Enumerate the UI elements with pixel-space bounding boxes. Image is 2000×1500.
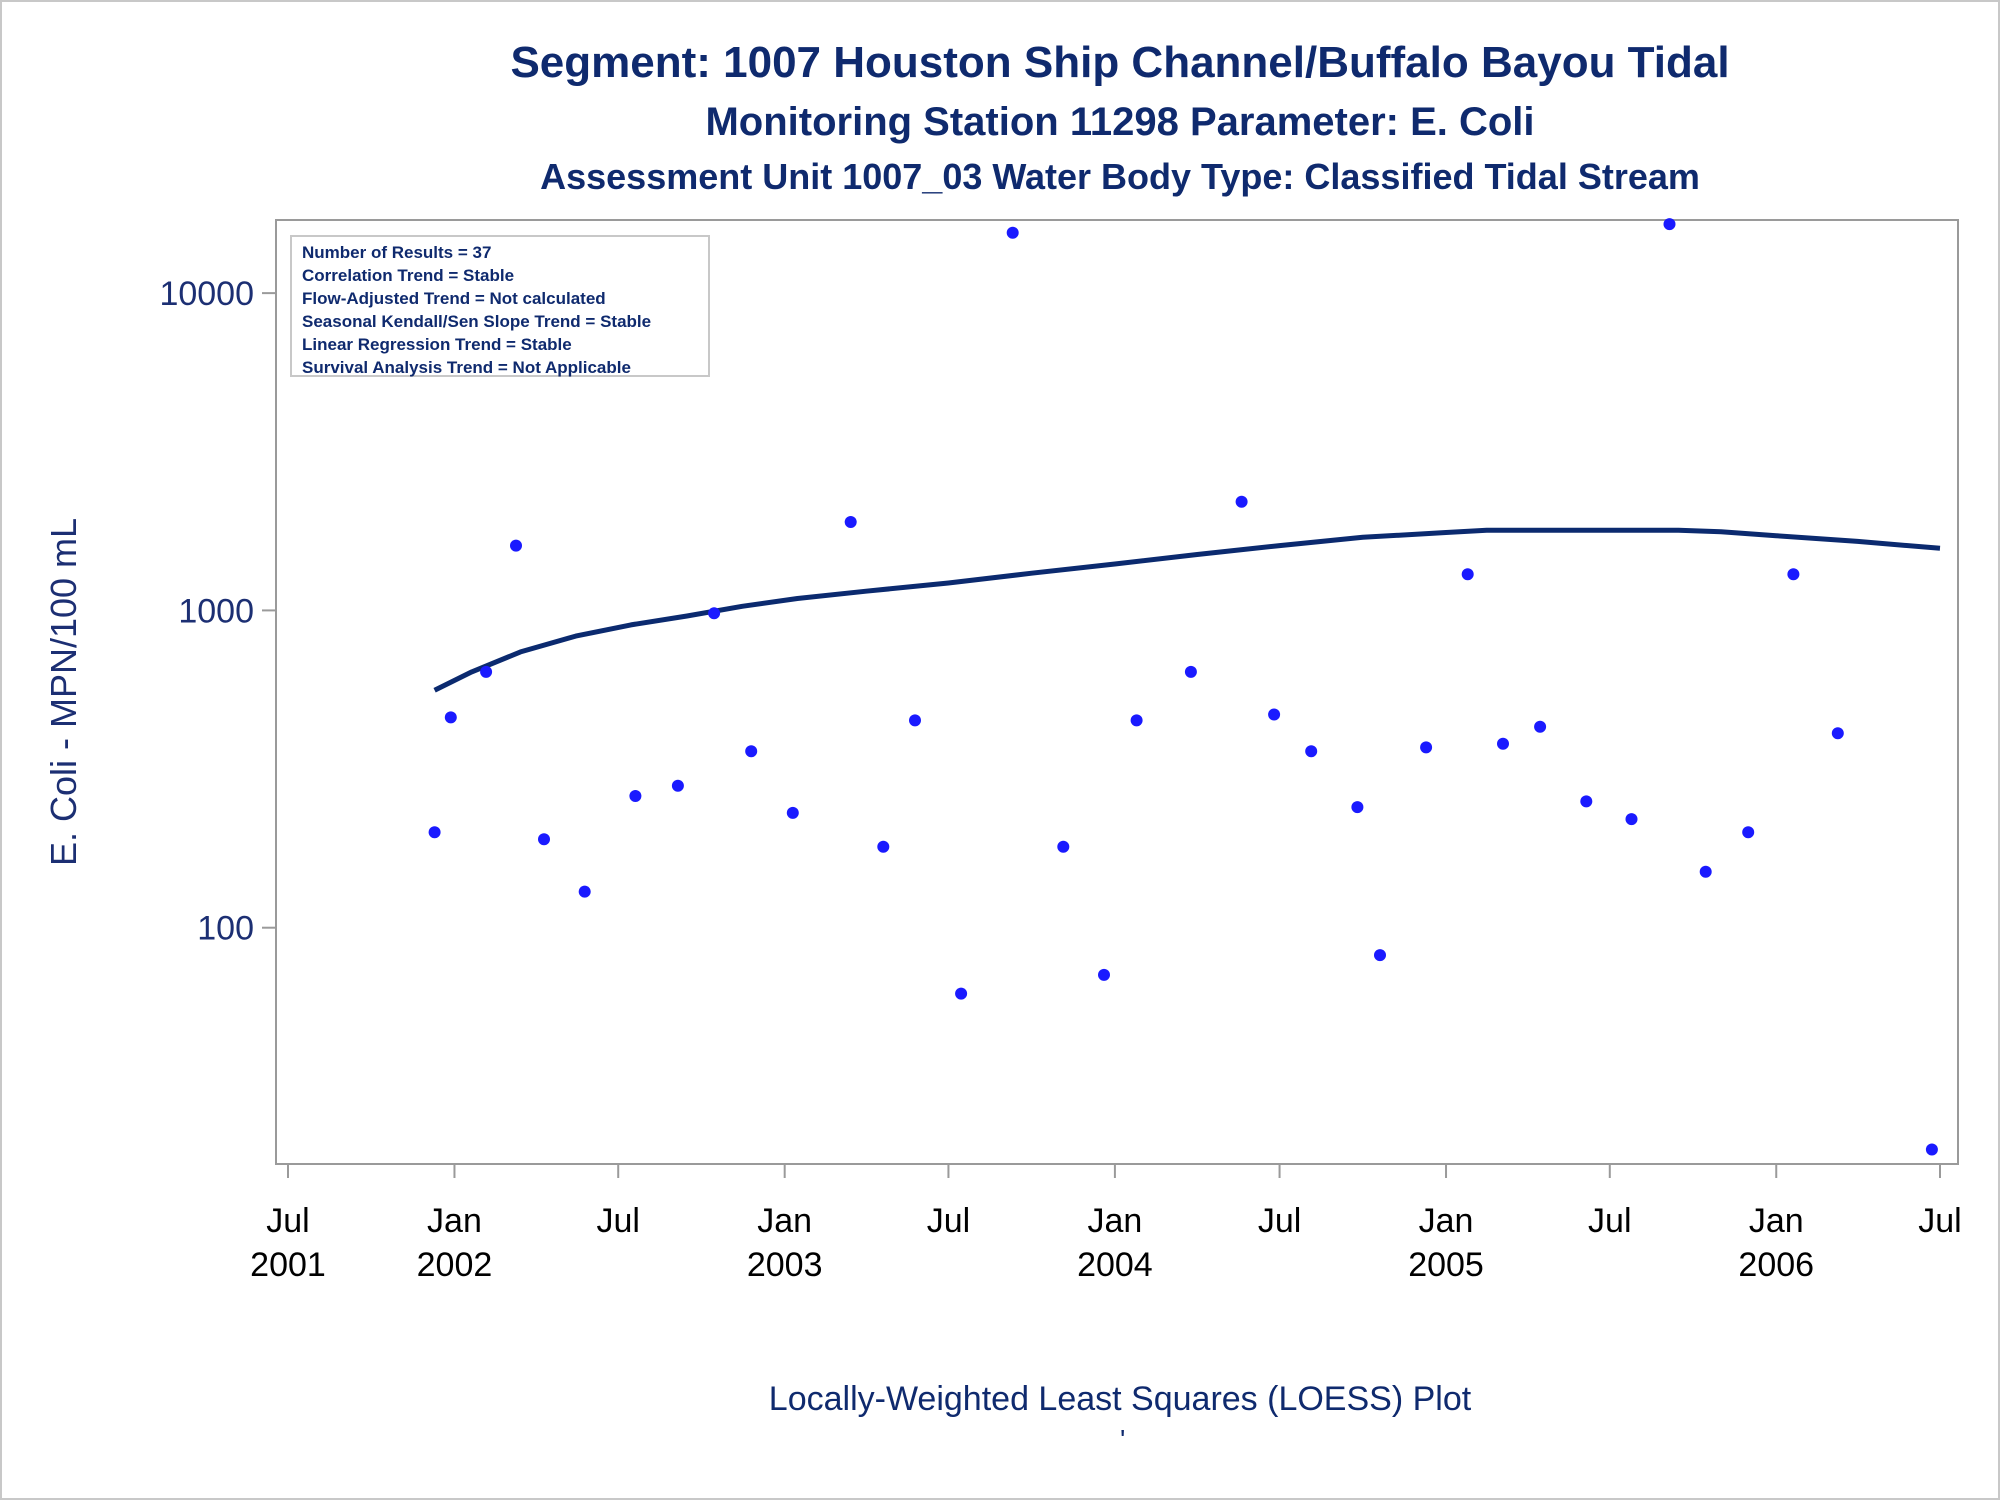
x-tick-month-label: Jul <box>596 1202 639 1240</box>
stat-number-of-results: Number of Results = 37 <box>302 243 492 262</box>
trend-statistics-box: Number of Results = 37 Correlation Trend… <box>290 235 710 377</box>
stat-seasonal-kendall-trend: Seasonal Kendall/Sen Slope Trend = Stabl… <box>302 312 652 331</box>
data-point <box>629 790 642 802</box>
chart-subtitle-secondary: Assessment Unit 1007_03 Water Body Type:… <box>540 156 1700 197</box>
data-point <box>786 806 799 819</box>
x-tick-year-label: 2004 <box>1077 1246 1153 1284</box>
data-point <box>1057 840 1070 853</box>
stat-flow-adjusted-trend: Flow-Adjusted Trend = Not calculated <box>302 289 606 308</box>
y-tick-label: 100 <box>197 910 254 948</box>
x-tick-month-label: Jul <box>1258 1202 1301 1240</box>
data-point <box>877 840 890 853</box>
data-point <box>1742 826 1755 839</box>
data-point <box>1098 968 1110 981</box>
data-point <box>1268 708 1281 721</box>
footnote-mark: ' <box>1120 1424 1126 1455</box>
y-axis: 100 1000 10000 <box>159 275 276 948</box>
x-axis: Jul 2001 Jan 2002 Jul Jan 2003 Jul Jan 2004 Jul Jan… <box>250 1164 1962 1284</box>
y-axis-title: E. Coli - MPN/100 mL <box>43 518 84 866</box>
data-point <box>708 607 721 620</box>
data-point <box>480 665 493 678</box>
chart-title: Segment: 1007 Houston Ship Channel/Buffa… <box>510 38 1730 87</box>
data-points <box>428 218 1938 1156</box>
data-point <box>1699 865 1712 878</box>
data-point <box>1580 795 1593 808</box>
data-point <box>578 885 591 898</box>
chart-subtitle: Monitoring Station 11298 Parameter: E. C… <box>705 100 1535 144</box>
data-point <box>1461 568 1474 581</box>
footnote: Locally-Weighted Least Squares (LOESS) P… <box>768 1380 1472 1418</box>
x-tick-month-label: Jan <box>427 1202 482 1240</box>
y-tick-label: 10000 <box>159 275 254 313</box>
data-point <box>671 779 684 792</box>
data-point <box>955 987 968 1000</box>
data-point <box>1787 568 1800 581</box>
data-point <box>1925 1143 1938 1156</box>
data-point <box>510 539 522 552</box>
x-tick-month-label: Jan <box>757 1202 812 1240</box>
data-point <box>538 833 550 846</box>
data-point <box>1184 665 1197 678</box>
data-point <box>1534 720 1547 733</box>
x-tick-month-label: Jan <box>1419 1202 1474 1240</box>
x-tick-month-label: Jul <box>266 1202 309 1240</box>
data-point <box>1305 745 1318 758</box>
data-point <box>844 516 857 528</box>
x-tick-month-label: Jan <box>1749 1202 1804 1240</box>
stat-correlation-trend: Correlation Trend = Stable <box>302 266 515 285</box>
plot-area <box>275 219 1959 1165</box>
x-tick-year-label: 2005 <box>1408 1246 1484 1284</box>
data-point <box>444 711 457 724</box>
data-point <box>1235 495 1248 508</box>
data-point <box>1374 949 1386 962</box>
data-point <box>1420 741 1433 754</box>
x-tick-month-label: Jan <box>1087 1202 1142 1240</box>
x-tick-year-label: 2003 <box>747 1246 823 1284</box>
data-point <box>428 826 441 839</box>
data-point <box>1497 737 1509 750</box>
stat-linear-regression-trend: Linear Regression Trend = Stable <box>302 335 572 354</box>
data-point <box>745 745 758 758</box>
x-tick-month-label: Jul <box>1588 1202 1631 1240</box>
loess-curve <box>433 527 1941 693</box>
data-point <box>1831 727 1844 740</box>
data-point <box>1663 218 1676 231</box>
loess-line <box>433 527 1941 693</box>
x-tick-year-label: 2001 <box>250 1246 326 1284</box>
stat-survival-analysis-trend: Survival Analysis Trend = Not Applicable <box>302 358 631 377</box>
data-point <box>1625 813 1638 826</box>
data-point <box>909 714 921 727</box>
x-tick-month-label: Jul <box>927 1202 970 1240</box>
data-point <box>1130 714 1143 727</box>
x-tick-year-label: 2002 <box>417 1246 493 1284</box>
data-point <box>1006 226 1019 239</box>
x-tick-year-label: 2006 <box>1738 1246 1814 1284</box>
x-tick-month-label: Jul <box>1918 1202 1961 1240</box>
data-point <box>1351 801 1364 814</box>
y-tick-label: 1000 <box>178 592 254 630</box>
